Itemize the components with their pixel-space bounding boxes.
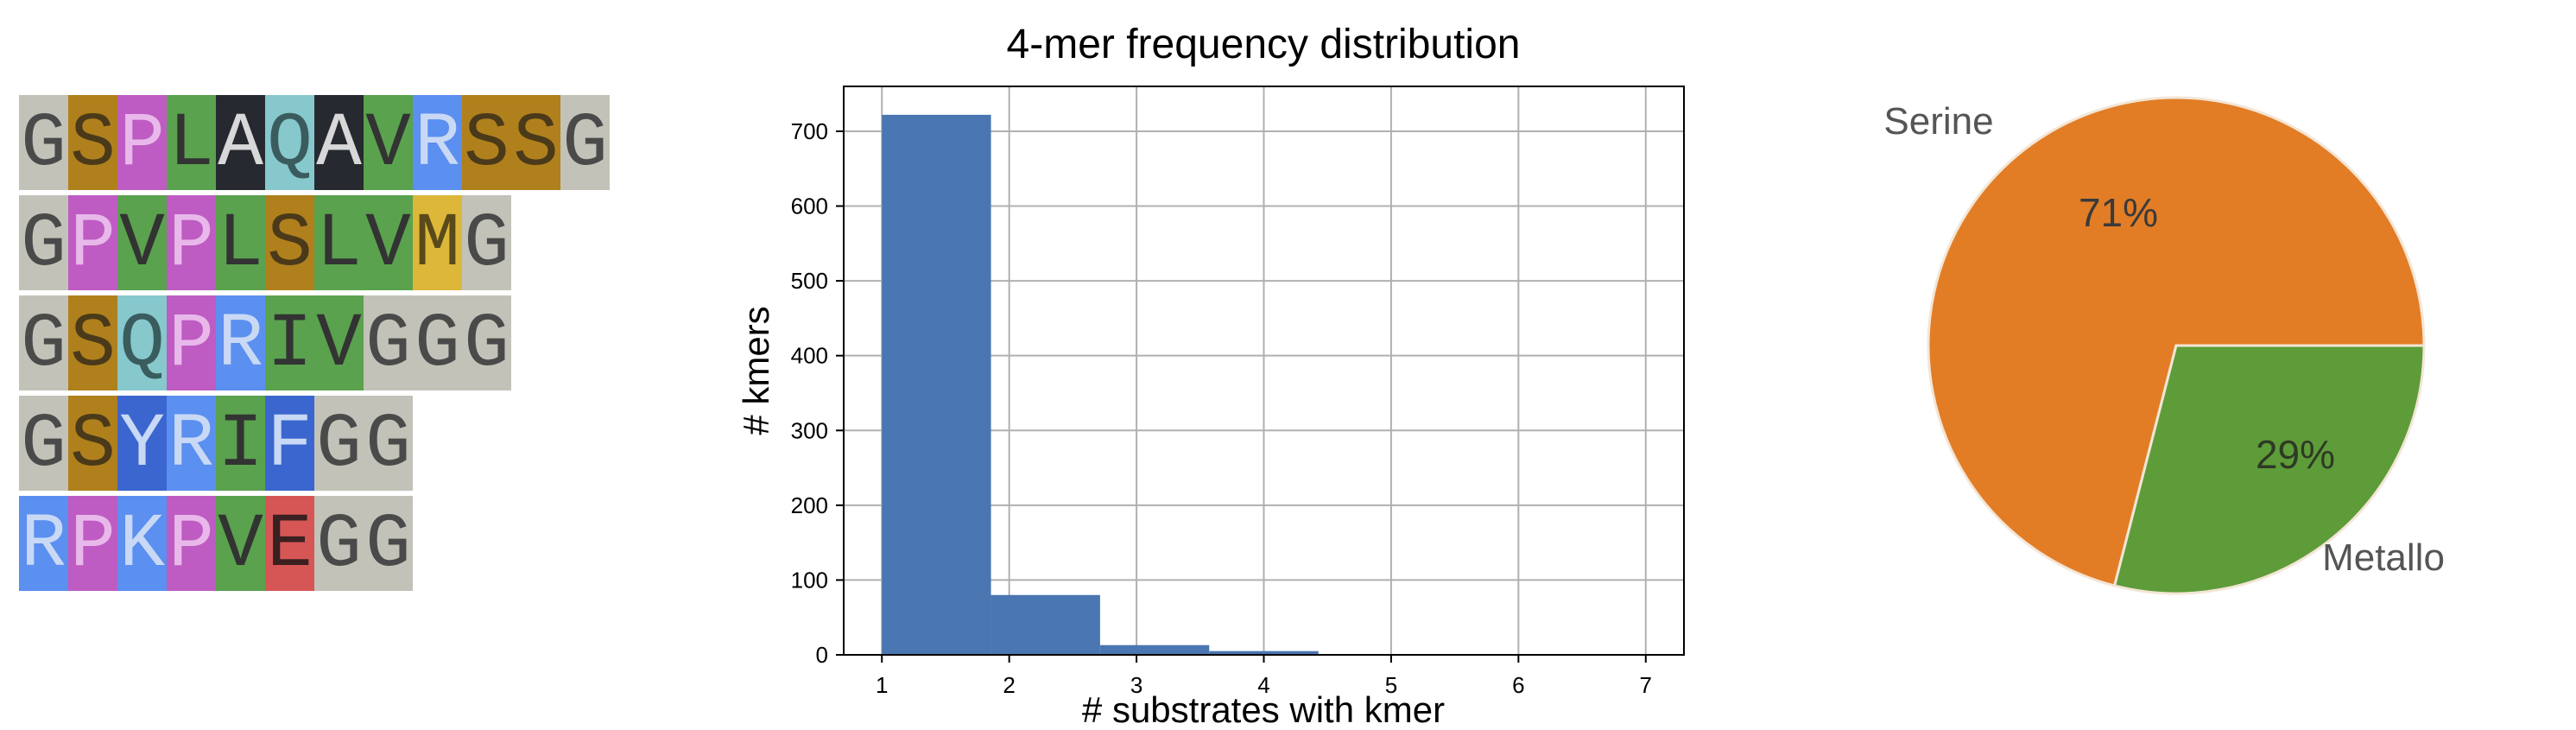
x-tick-label: 3	[1130, 672, 1142, 698]
x-tick-label: 1	[876, 672, 888, 698]
residue-cell: K	[117, 496, 167, 591]
residue-cell: G	[364, 396, 413, 491]
residue-cell: R	[167, 396, 216, 491]
residue-cell: G	[560, 95, 610, 190]
residue-cell: I	[265, 295, 314, 390]
residue-cell: A	[216, 95, 265, 190]
residue-cell: P	[167, 496, 216, 591]
residue-cell: R	[413, 95, 462, 190]
residue-cell: P	[68, 496, 117, 591]
y-tick-label: 100	[791, 567, 828, 593]
y-tick-label: 200	[791, 492, 828, 518]
pie-slice-serine	[1927, 96, 2426, 587]
residue-cell: Q	[117, 295, 167, 390]
residue-cell: G	[19, 95, 68, 190]
x-tick-label: 5	[1385, 672, 1397, 698]
hist-title: 4-mer frequency distribution	[1007, 22, 1521, 67]
residue-cell: P	[167, 195, 216, 290]
hist-bars	[882, 114, 1646, 655]
hist-bar	[1099, 644, 1210, 655]
hist-tick-labels: 1 2 3 4 5 6 7 0 100 200 300 400 500 600 700	[791, 118, 1652, 698]
residue-cell: S	[68, 396, 117, 491]
residue-cell: V	[314, 295, 364, 390]
residue-cell: G	[364, 496, 413, 591]
residue-cell: I	[216, 396, 265, 491]
residue-cell: S	[511, 95, 560, 190]
residue-cell: G	[19, 195, 68, 290]
residue-cell: G	[314, 496, 364, 591]
residue-cell: L	[167, 95, 216, 190]
y-tick-label: 400	[791, 343, 828, 369]
residue-cell: S	[265, 195, 314, 290]
histogram-chart: 4-mer frequency distribution 1 2 3 4 5 6 7 0 100…	[736, 22, 1685, 730]
residue-cell: S	[68, 95, 117, 190]
y-tick-label: 600	[791, 194, 828, 219]
residue-cell: F	[265, 396, 314, 491]
residue-cell: G	[413, 295, 462, 390]
residue-cell: G	[19, 295, 68, 390]
residue-cell: R	[216, 295, 265, 390]
residue-cell: G	[314, 396, 364, 491]
residue-cell: P	[68, 195, 117, 290]
residue-cell: L	[216, 195, 265, 290]
pie-label-metallo: Metallo	[2322, 536, 2445, 579]
residue-cell: G	[19, 396, 68, 491]
pie-slice-metallo	[2112, 344, 2426, 595]
x-tick-label: 4	[1257, 672, 1269, 698]
y-tick-label: 500	[791, 268, 828, 294]
residue-cell: P	[117, 95, 167, 190]
pie-pct-serine: 71%	[2079, 190, 2158, 235]
residue-cell: V	[364, 195, 413, 290]
residue-cell: V	[117, 195, 167, 290]
residue-cell: P	[167, 295, 216, 390]
pie-label-serine: Serine	[1883, 100, 1993, 143]
residue-cell: V	[216, 496, 265, 591]
residue-cell: G	[364, 295, 413, 390]
residue-cell: M	[413, 195, 462, 290]
x-tick-label: 7	[1640, 672, 1652, 698]
hist-bar	[882, 114, 991, 655]
pie-pct-metallo: 29%	[2256, 432, 2335, 477]
x-tick-label: 6	[1512, 672, 1524, 698]
hist-xlabel: # substrates with kmer	[1082, 689, 1445, 730]
residue-cell: V	[364, 95, 413, 190]
residue-cell: L	[314, 195, 364, 290]
hist-bar	[1209, 651, 1319, 655]
residue-cell: Q	[265, 95, 314, 190]
pie-slices	[1927, 96, 2426, 595]
x-tick-label: 2	[1003, 672, 1015, 698]
residue-cell: Y	[117, 396, 167, 491]
residue-cell: G	[462, 195, 511, 290]
residue-cell: E	[265, 496, 314, 591]
hist-bar	[991, 594, 1100, 655]
hist-ylabel: # kmers	[736, 306, 776, 435]
residue-cell: R	[19, 496, 68, 591]
residue-cell: A	[314, 95, 364, 190]
residue-cell: G	[462, 295, 511, 390]
pie-chart: Serine 71% 29% Metallo	[1883, 96, 2445, 595]
y-tick-label: 700	[791, 118, 828, 144]
residue-cell: S	[68, 295, 117, 390]
residue-cell: S	[462, 95, 511, 190]
y-tick-label: 300	[791, 417, 828, 443]
y-tick-label: 0	[816, 642, 828, 668]
